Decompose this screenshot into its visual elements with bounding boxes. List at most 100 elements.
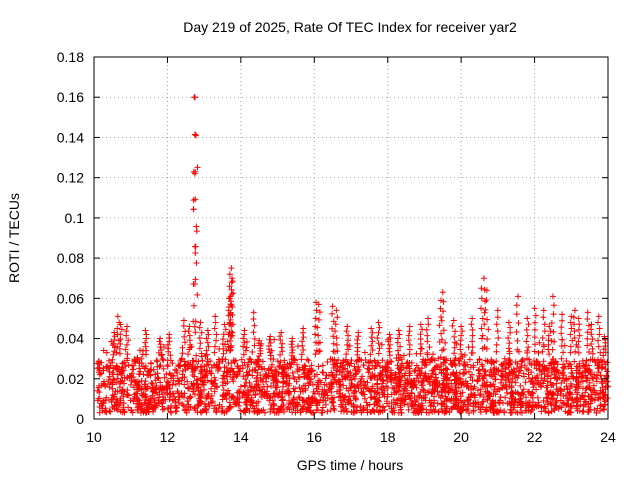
data-point — [549, 293, 556, 300]
data-point-trail — [299, 329, 306, 336]
data-point-trail — [567, 349, 574, 356]
data-point — [505, 319, 512, 326]
data-point-trail — [194, 291, 201, 298]
data-point-trail — [329, 325, 336, 332]
data-point-baseline — [214, 384, 221, 391]
data-point-trail — [575, 344, 582, 351]
data-point-baseline — [339, 369, 346, 376]
data-point-trail — [440, 308, 447, 315]
data-point-baseline — [563, 357, 570, 364]
data-point-baseline — [474, 387, 481, 394]
data-point-baseline — [298, 356, 305, 363]
data-point-baseline — [296, 395, 303, 402]
data-point-baseline — [435, 355, 442, 362]
data-point-baseline — [508, 395, 515, 402]
data-point-trail — [586, 349, 593, 356]
data-point-baseline — [431, 393, 438, 400]
data-point-baseline — [593, 390, 600, 397]
data-point-trail — [193, 223, 200, 230]
data-point-baseline — [442, 359, 449, 366]
data-point-baseline — [152, 371, 159, 378]
data-point-trail — [584, 329, 591, 336]
data-point-baseline — [268, 363, 275, 370]
data-point-baseline — [380, 377, 387, 384]
data-point-baseline — [150, 387, 157, 394]
data-point-baseline — [579, 408, 586, 415]
data-point-baseline — [176, 393, 183, 400]
data-point-baseline — [154, 402, 161, 409]
data-point-baseline — [102, 383, 109, 390]
data-point — [437, 297, 444, 304]
data-point-baseline — [561, 365, 568, 372]
data-point-trail — [192, 276, 199, 283]
data-point-baseline — [568, 382, 575, 389]
data-point-baseline — [600, 403, 607, 410]
data-point-trail — [541, 321, 548, 328]
data-point-trail — [540, 314, 547, 321]
data-point-baseline — [590, 382, 597, 389]
data-point-trail — [211, 325, 218, 332]
data-point-baseline — [131, 358, 138, 365]
data-point-baseline — [481, 382, 488, 389]
data-point-baseline — [114, 363, 121, 370]
data-point-baseline — [185, 361, 192, 368]
data-point-baseline — [390, 385, 397, 392]
data-point-baseline — [159, 406, 166, 413]
data-point-trail — [558, 343, 565, 350]
data-point-baseline — [497, 394, 504, 401]
data-point-baseline — [203, 368, 210, 375]
data-point-baseline — [388, 369, 395, 376]
data-point-baseline — [554, 374, 561, 381]
data-point-baseline — [580, 362, 587, 369]
data-point-baseline — [408, 403, 415, 410]
data-point-baseline — [396, 378, 403, 385]
data-point-baseline — [171, 393, 178, 400]
data-point-trail — [196, 324, 203, 331]
data-point-baseline — [336, 390, 343, 397]
data-point-baseline — [450, 404, 457, 411]
data-point-baseline — [445, 389, 452, 396]
data-point-baseline — [597, 402, 604, 409]
data-point-trail — [589, 350, 596, 357]
data-point-baseline — [203, 362, 210, 369]
data-point-baseline — [194, 363, 201, 370]
data-point-baseline — [136, 365, 143, 372]
data-point-baseline — [452, 362, 459, 369]
data-point-baseline — [581, 396, 588, 403]
data-point-baseline — [140, 392, 147, 399]
data-point-baseline — [307, 402, 314, 409]
data-point-baseline — [131, 393, 138, 400]
data-point-baseline — [471, 391, 478, 398]
data-point-baseline — [512, 379, 519, 386]
data-point-trail — [277, 336, 284, 343]
data-point-baseline — [587, 386, 594, 393]
data-point-baseline — [429, 367, 436, 374]
data-point-trail — [515, 320, 522, 327]
data-point-trail — [230, 290, 237, 297]
data-point-baseline — [270, 406, 277, 413]
data-point-trail — [584, 342, 591, 349]
data-point-baseline — [565, 397, 572, 404]
data-point-baseline — [175, 396, 182, 403]
data-point-trail — [513, 302, 520, 309]
data-point-baseline — [422, 362, 429, 369]
data-point-baseline — [279, 397, 286, 404]
data-point-baseline — [231, 358, 238, 365]
data-point-trail — [495, 334, 502, 341]
data-point — [193, 132, 200, 139]
data-point-trail — [158, 352, 165, 359]
data-point-baseline — [520, 370, 527, 377]
data-point-trail — [112, 344, 119, 351]
data-point — [344, 323, 351, 330]
data-point-baseline — [510, 401, 517, 408]
data-point-baseline — [193, 358, 200, 365]
data-point-baseline — [562, 392, 569, 399]
data-point — [226, 295, 233, 302]
data-point-baseline — [582, 372, 589, 379]
data-point-baseline — [274, 384, 281, 391]
data-point-trail — [438, 317, 445, 324]
data-point-baseline — [504, 389, 511, 396]
data-point-baseline — [145, 397, 152, 404]
data-point-baseline — [512, 409, 519, 416]
data-point-baseline — [321, 391, 328, 398]
